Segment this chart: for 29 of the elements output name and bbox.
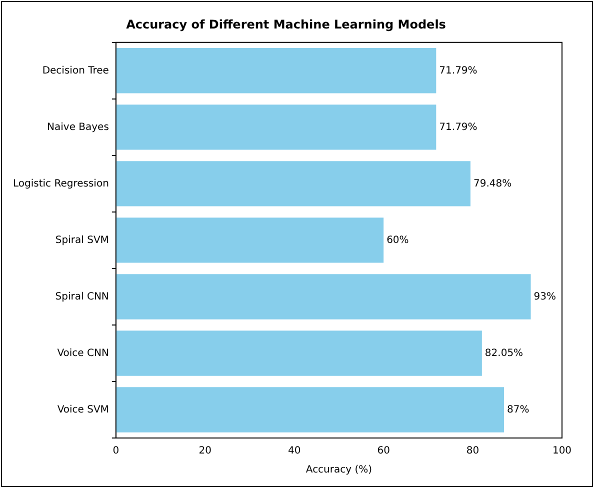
chart-title: Accuracy of Different Machine Learning Models	[126, 17, 446, 32]
data-label: 71.79%	[439, 65, 478, 76]
y-tick-label: Spiral CNN	[55, 291, 109, 302]
data-label: 87%	[507, 404, 530, 416]
bar	[116, 218, 384, 263]
y-tick-label: Logistic Regression	[12, 178, 109, 190]
bar	[116, 330, 482, 376]
data-label: 79.48%	[473, 178, 512, 190]
x-tick-label: 80	[466, 446, 480, 457]
bar	[116, 48, 436, 94]
data-label: 60%	[386, 234, 409, 246]
x-tick-label: 20	[198, 446, 212, 457]
bar	[116, 161, 470, 206]
bar	[116, 104, 436, 150]
x-tick-label: 60	[377, 446, 390, 457]
x-tick-label: 0	[112, 446, 120, 457]
bar	[116, 387, 504, 432]
x-tick-label: 40	[288, 446, 301, 457]
y-tick-label: Voice CNN	[57, 348, 109, 359]
y-tick-label: Spiral SVM	[55, 234, 109, 246]
y-tick-label: Naive Bayes	[47, 122, 109, 133]
y-tick-label: Voice SVM	[57, 404, 109, 416]
data-label: 71.79%	[439, 122, 478, 133]
x-tick-label: 100	[552, 446, 572, 457]
y-tick-label: Decision Tree	[42, 65, 109, 76]
x-axis-title: Accuracy (%)	[306, 464, 372, 476]
bar	[116, 274, 531, 320]
data-label: 93%	[534, 291, 556, 302]
data-label: 82.05%	[484, 348, 524, 359]
